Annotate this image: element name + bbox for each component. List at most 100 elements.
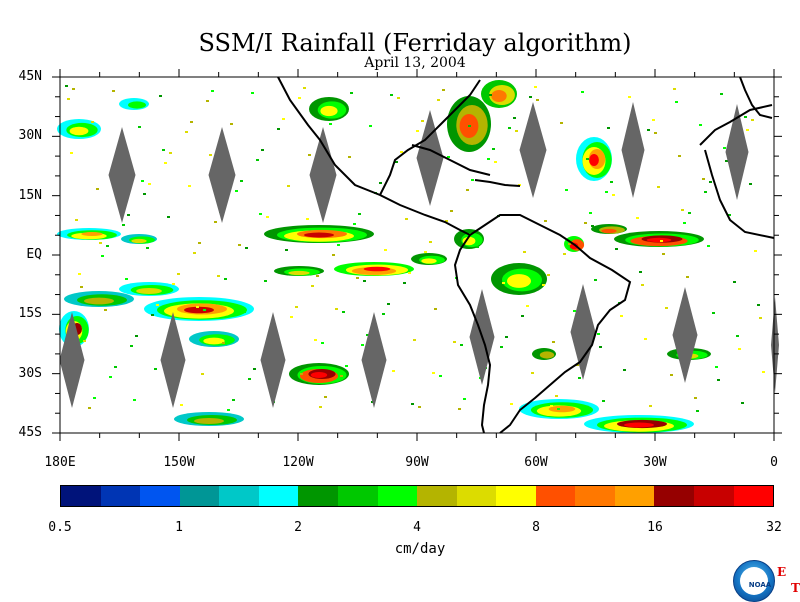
rain-speckle bbox=[550, 405, 553, 407]
rain-speckle bbox=[723, 147, 726, 149]
colorbar-swatch bbox=[179, 486, 220, 506]
coastline bbox=[453, 234, 492, 434]
rain-speckle bbox=[224, 278, 227, 280]
rain-speckle bbox=[259, 213, 262, 215]
rain-speckle bbox=[589, 212, 592, 214]
colorbar-swatch bbox=[258, 486, 299, 506]
rain-speckle bbox=[623, 369, 626, 371]
rain-speckle bbox=[675, 101, 678, 103]
rain-speckle bbox=[494, 161, 497, 163]
lon-label: 30W bbox=[643, 455, 667, 470]
orbit-gap bbox=[59, 312, 85, 408]
rain-speckle bbox=[303, 87, 306, 89]
rain-patch bbox=[646, 237, 672, 243]
rain-speckle bbox=[702, 178, 705, 180]
colorbar-swatch bbox=[100, 486, 141, 506]
rain-speckle bbox=[709, 181, 712, 183]
rain-speckle bbox=[628, 96, 631, 98]
orbit-gap bbox=[309, 127, 337, 223]
rain-patch bbox=[310, 372, 328, 378]
rain-speckle bbox=[757, 304, 760, 306]
colorbar-swatch bbox=[417, 486, 457, 506]
rain-speckle bbox=[508, 127, 511, 129]
rain-speckle bbox=[489, 94, 492, 96]
rain-speckle bbox=[361, 344, 364, 346]
rain-speckle bbox=[434, 308, 437, 310]
rain-speckle bbox=[437, 99, 440, 101]
rain-speckle bbox=[125, 278, 128, 280]
coastline bbox=[411, 144, 491, 176]
colorbar-swatch bbox=[575, 486, 615, 506]
rain-speckle bbox=[411, 403, 414, 405]
rain-speckle bbox=[209, 154, 212, 156]
rain-speckle bbox=[340, 375, 343, 377]
rain-speckle bbox=[206, 100, 209, 102]
rain-speckle bbox=[670, 374, 673, 376]
rain-speckle bbox=[720, 93, 723, 95]
rain-speckle bbox=[222, 342, 225, 344]
rain-speckle bbox=[379, 182, 382, 184]
rain-speckle bbox=[639, 271, 642, 273]
rainfall-map bbox=[52, 69, 782, 441]
orbit-gap bbox=[519, 102, 547, 198]
rain-speckle bbox=[80, 286, 83, 288]
rain-speckle bbox=[717, 379, 720, 381]
map-title: SSM/I Rainfall (Ferriday algorithm) bbox=[198, 29, 632, 57]
rain-speckle bbox=[353, 223, 356, 225]
lat-label: 15S bbox=[18, 306, 42, 322]
rain-patch bbox=[624, 422, 654, 428]
rain-speckle bbox=[138, 126, 141, 128]
colorbar-swatch bbox=[654, 486, 694, 506]
rain-speckle bbox=[586, 158, 589, 160]
rain-speckle bbox=[201, 373, 204, 375]
rain-speckle bbox=[180, 404, 183, 406]
orbit-gap bbox=[108, 127, 136, 223]
rain-speckle bbox=[266, 216, 269, 218]
colorbar-swatch bbox=[694, 486, 734, 506]
rain-patch bbox=[81, 232, 103, 236]
rain-speckle bbox=[573, 310, 576, 312]
colorbar-swatch bbox=[496, 486, 536, 506]
rain-speckle bbox=[565, 189, 568, 191]
lon-label: 0 bbox=[770, 455, 778, 470]
rain-speckle bbox=[445, 220, 448, 222]
corner-letter-t: T bbox=[791, 581, 800, 595]
rain-layer bbox=[57, 80, 765, 433]
lon-label: 150W bbox=[163, 455, 195, 470]
rain-speckle bbox=[649, 405, 652, 407]
colorbar-tick-label: 4 bbox=[413, 520, 421, 535]
rain-speckle bbox=[652, 119, 655, 121]
rain-speckle bbox=[594, 279, 597, 281]
rain-speckle bbox=[295, 306, 298, 308]
rain-patch bbox=[84, 297, 114, 305]
rain-speckle bbox=[109, 376, 112, 378]
rain-speckle bbox=[654, 132, 657, 134]
rain-speckle bbox=[458, 408, 461, 410]
rain-speckle bbox=[306, 218, 309, 220]
rain-speckle bbox=[699, 124, 702, 126]
rain-speckle bbox=[746, 129, 749, 131]
rain-speckle bbox=[72, 88, 75, 90]
rain-speckle bbox=[193, 252, 196, 254]
rain-speckle bbox=[476, 246, 479, 248]
rain-patch bbox=[507, 274, 531, 288]
rain-speckle bbox=[563, 253, 566, 255]
rain-patch bbox=[569, 242, 579, 250]
rain-speckle bbox=[314, 339, 317, 341]
orbit-gap bbox=[725, 104, 749, 200]
colorbar-swatch bbox=[219, 486, 259, 506]
rain-speckle bbox=[526, 305, 529, 307]
rain-speckle bbox=[256, 159, 259, 161]
colorbar bbox=[60, 485, 774, 507]
rain-speckle bbox=[688, 212, 691, 214]
rain-speckle bbox=[754, 250, 757, 252]
rain-speckle bbox=[513, 117, 516, 119]
rain-speckle bbox=[636, 217, 639, 219]
rain-speckle bbox=[382, 313, 385, 315]
rain-speckle bbox=[143, 193, 146, 195]
rain-speckle bbox=[733, 281, 736, 283]
rain-speckle bbox=[214, 221, 217, 223]
orbit-gap bbox=[260, 312, 286, 408]
rain-speckle bbox=[736, 335, 739, 337]
rain-patch bbox=[421, 258, 437, 264]
